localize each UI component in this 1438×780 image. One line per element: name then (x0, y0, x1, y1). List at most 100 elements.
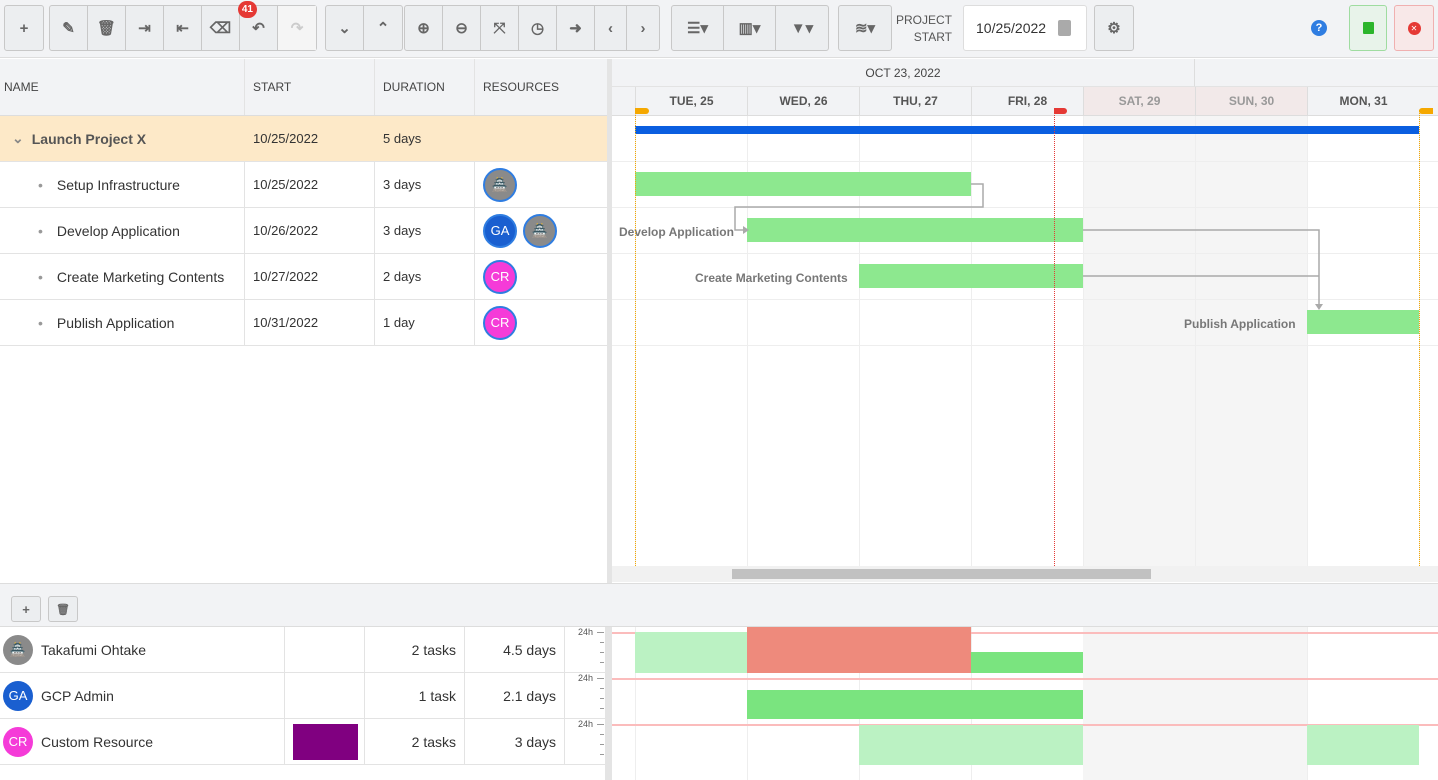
task-duration: 2 days (375, 254, 475, 299)
scrollbar-thumb[interactable] (732, 569, 1151, 579)
horizontal-scrollbar[interactable] (612, 566, 1438, 582)
grid-header: NAME START DURATION RESOURCES (0, 59, 607, 116)
calendar-icon[interactable] (1058, 20, 1072, 36)
resource-row[interactable]: CR Custom Resource 2 tasks 3 days (0, 719, 605, 765)
dependency-arrows (734, 183, 1323, 310)
axis-label: 24h (578, 673, 594, 683)
clock-icon[interactable]: ◷ (519, 6, 557, 50)
day-header: WED, 26 (747, 87, 859, 116)
resource-task-count: 1 task (365, 673, 465, 718)
table-row[interactable]: ⌄ Launch Project X 10/25/2022 5 days (0, 116, 607, 162)
redo-icon[interactable]: ↷ (278, 6, 316, 50)
add-resource-button[interactable]: + (22, 601, 30, 617)
column-header-duration[interactable]: DURATION (375, 59, 475, 115)
project-end-line (1419, 110, 1420, 566)
resource-row[interactable]: 🏯 Takafumi Ohtake 2 tasks 4.5 days (0, 627, 605, 673)
day-header: TUE, 25 (635, 87, 747, 116)
save-button[interactable] (1349, 5, 1387, 51)
task-name: Publish Application (56, 314, 175, 331)
undo-button[interactable]: ↶ 41 (237, 1, 278, 50)
zoom-in-icon[interactable]: ⊕ (405, 6, 443, 50)
column-header-resources[interactable]: RESOURCES (483, 80, 560, 94)
undo-count-badge: 41 (237, 1, 257, 18)
add-task-button[interactable]: + (19, 19, 29, 37)
splitter[interactable] (605, 627, 612, 780)
avatar: GA (3, 680, 33, 711)
avatar: 🏯 (3, 634, 33, 665)
indent-icon[interactable]: ⇥ (126, 6, 164, 50)
eraser-icon[interactable]: ⌫ (202, 6, 240, 50)
week-label: OCT 23, 2022 (612, 59, 1195, 87)
resource-name: Custom Resource (41, 733, 154, 750)
histogram-axis: 24h (565, 719, 605, 765)
fit-icon[interactable]: ⤧ (481, 6, 519, 50)
task-duration: 3 days (375, 162, 475, 207)
task-duration: 3 days (375, 208, 475, 253)
task-duration: 1 day (375, 300, 475, 345)
table-row[interactable]: • Create Marketing Contents 10/27/2022 2 … (0, 254, 607, 300)
task-bar-create-marketing[interactable] (859, 264, 1083, 288)
help-icon[interactable]: ? (1311, 20, 1327, 36)
task-name: Launch Project X (31, 130, 147, 147)
avatar: 🏯 (483, 167, 517, 202)
columns-menu-icon[interactable]: ▥▾ (724, 6, 776, 50)
histogram-bar (1307, 725, 1419, 765)
prev-icon[interactable]: ‹ (595, 6, 627, 50)
histogram-axis: 24h (565, 627, 605, 673)
delete-resource-button[interactable]: 🗑 (56, 603, 70, 616)
project-start-input[interactable]: 10/25/2022 (963, 5, 1087, 51)
axis-label: 24h (578, 719, 594, 729)
resource-days: 3 days (465, 719, 565, 764)
task-start: 10/25/2022 (245, 162, 375, 207)
avatar: CR (483, 305, 517, 340)
database-menu-icon[interactable]: ≋▾ (854, 20, 876, 37)
task-bar-publish-application[interactable] (1307, 310, 1419, 334)
avatar: CR (3, 726, 33, 757)
resource-task-count: 2 tasks (365, 627, 465, 672)
edit-icon[interactable]: ✎ (50, 6, 88, 50)
delete-icon[interactable]: 🗑 (88, 6, 126, 50)
day-header: SAT, 29 (1083, 87, 1195, 116)
task-start: 10/25/2022 (253, 131, 319, 146)
goto-icon[interactable]: ➜ (557, 6, 595, 50)
task-start: 10/31/2022 (245, 300, 375, 345)
resource-days: 4.5 days (465, 627, 565, 672)
histogram-overload-bar (747, 627, 971, 673)
filter-menu-icon[interactable]: ▼▾ (790, 20, 814, 37)
next-icon[interactable]: › (640, 19, 646, 37)
axis-label: 24h (578, 627, 594, 637)
settings-icon[interactable]: ⚙ (1107, 20, 1121, 37)
collapse-all-icon[interactable]: ⌃ (376, 20, 390, 37)
outdent-icon[interactable]: ⇤ (164, 6, 202, 50)
column-header-start[interactable]: START (245, 59, 375, 115)
summary-bar[interactable] (635, 126, 1419, 134)
column-header-name[interactable]: NAME (0, 59, 245, 115)
resource-color-swatch[interactable] (293, 723, 358, 760)
today-line (1054, 110, 1055, 566)
splitter[interactable] (607, 59, 612, 583)
task-name: Develop Application (56, 222, 180, 239)
resource-row[interactable]: GA GCP Admin 1 task 2.1 days (0, 673, 605, 719)
bar-label: Publish Application (1184, 317, 1296, 331)
save-icon (1362, 22, 1374, 34)
table-row[interactable]: • Develop Application 10/26/2022 3 days G… (0, 208, 607, 254)
resource-name: Takafumi Ohtake (41, 641, 147, 658)
zoom-out-icon[interactable]: ⊖ (443, 6, 481, 50)
histogram-bar (859, 725, 1083, 765)
day-header: THU, 27 (859, 87, 971, 116)
task-list-menu-icon[interactable]: ☰▾ (672, 6, 724, 50)
table-row[interactable]: • Setup Infrastructure 10/25/2022 3 days … (0, 162, 607, 208)
undo-icon: ↶ (252, 20, 265, 37)
task-name: Create Marketing Contents (56, 268, 225, 285)
close-button[interactable]: ✕ (1394, 5, 1434, 51)
table-row[interactable]: • Publish Application 10/31/2022 1 day CR (0, 300, 607, 346)
histogram-bar (747, 690, 1083, 719)
avatar: GA (483, 213, 517, 248)
expand-all-icon[interactable]: ⌄ (326, 6, 364, 50)
resource-days: 2.1 days (465, 673, 565, 718)
task-bar-develop-application[interactable] (747, 218, 1083, 242)
task-bar-setup-infrastructure[interactable] (635, 172, 971, 196)
project-start-label: PROJECT (896, 13, 953, 27)
collapse-chevron-icon[interactable]: ⌄ (12, 130, 24, 146)
bar-label: Develop Application (619, 225, 734, 239)
